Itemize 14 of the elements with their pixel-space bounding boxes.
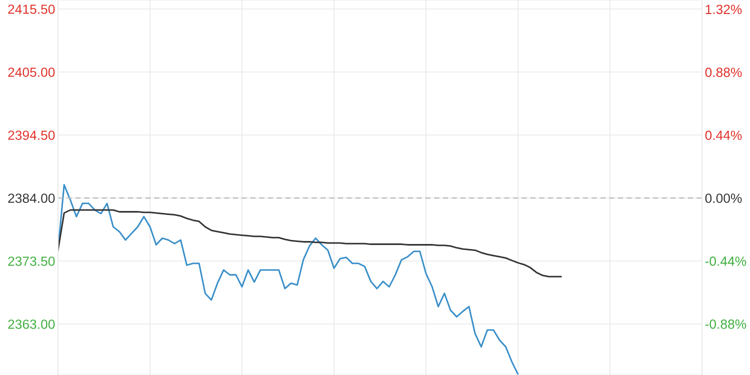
y2-tick-label: 0.00% (705, 194, 742, 203)
y-tick-label: 2415.50 (8, 4, 55, 14)
y2-tick-label: -0.88% (705, 319, 746, 329)
y-tick-label: 2373.50 (8, 256, 55, 266)
y-tick-label: 2384.00 (8, 194, 55, 203)
y2-tick-label: 0.88% (705, 68, 742, 78)
line-series (58, 184, 519, 375)
y-tick-label: 2405.00 (8, 68, 55, 77)
y2-tick-label: -0.44% (705, 256, 746, 266)
y2-tick-label: 1.32% (706, 4, 742, 14)
line-series (58, 209, 562, 278)
y-tick-label: 2394.50 (8, 130, 55, 140)
y2-tick-label: 0.44% (705, 130, 742, 140)
y-tick-label: 2363.00 (8, 320, 55, 329)
